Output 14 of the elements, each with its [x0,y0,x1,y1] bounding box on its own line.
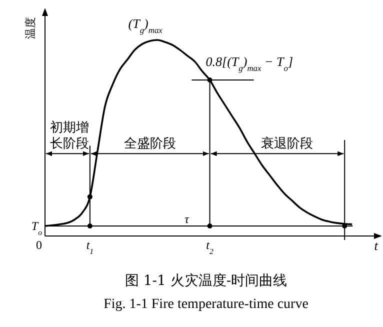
caption: 图 1-1 火灾温度-时间曲线 [124,273,288,289]
x-axis-title: t [374,238,378,253]
ref-line-label: T$_{o}$ [31,219,42,237]
y-axis-title: 温度 [24,17,37,39]
annotation: τ [184,212,190,226]
annotation: 衰退阶段 [261,136,314,152]
caption: Fig. 1-1 Fire temperature-time curve [104,297,308,312]
annotation: 全盛阶段 [124,136,176,152]
annotation: (T$_{g}$)$_{max}$ [128,16,163,35]
x-tick-label: t$_{2}$ [206,238,214,256]
x-tick-label: 0 [36,238,42,252]
annotation: 0.8[(T$_{g}$)$_{max}$ − T$_{o}$] [206,54,294,73]
x-tick-label: t$_{1}$ [86,238,94,256]
annotation: 初期增长阶段 [50,120,89,152]
